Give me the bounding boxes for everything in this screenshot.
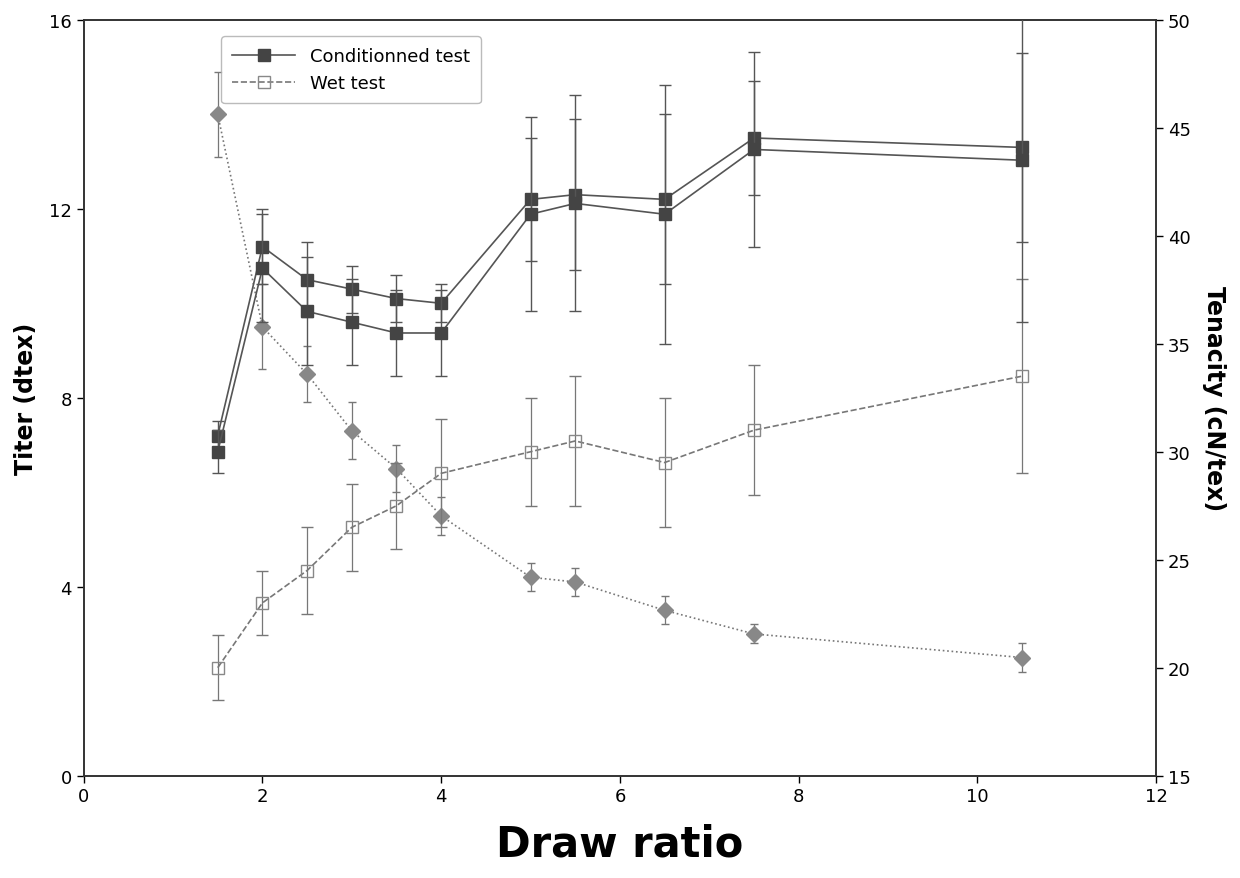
Y-axis label: Titer (dtex): Titer (dtex): [14, 322, 38, 474]
Y-axis label: Tenacity (cN/tex): Tenacity (cN/tex): [1202, 286, 1226, 511]
Legend: Conditionned test, Wet test: Conditionned test, Wet test: [222, 38, 481, 104]
X-axis label: Draw ratio: Draw ratio: [496, 822, 744, 864]
